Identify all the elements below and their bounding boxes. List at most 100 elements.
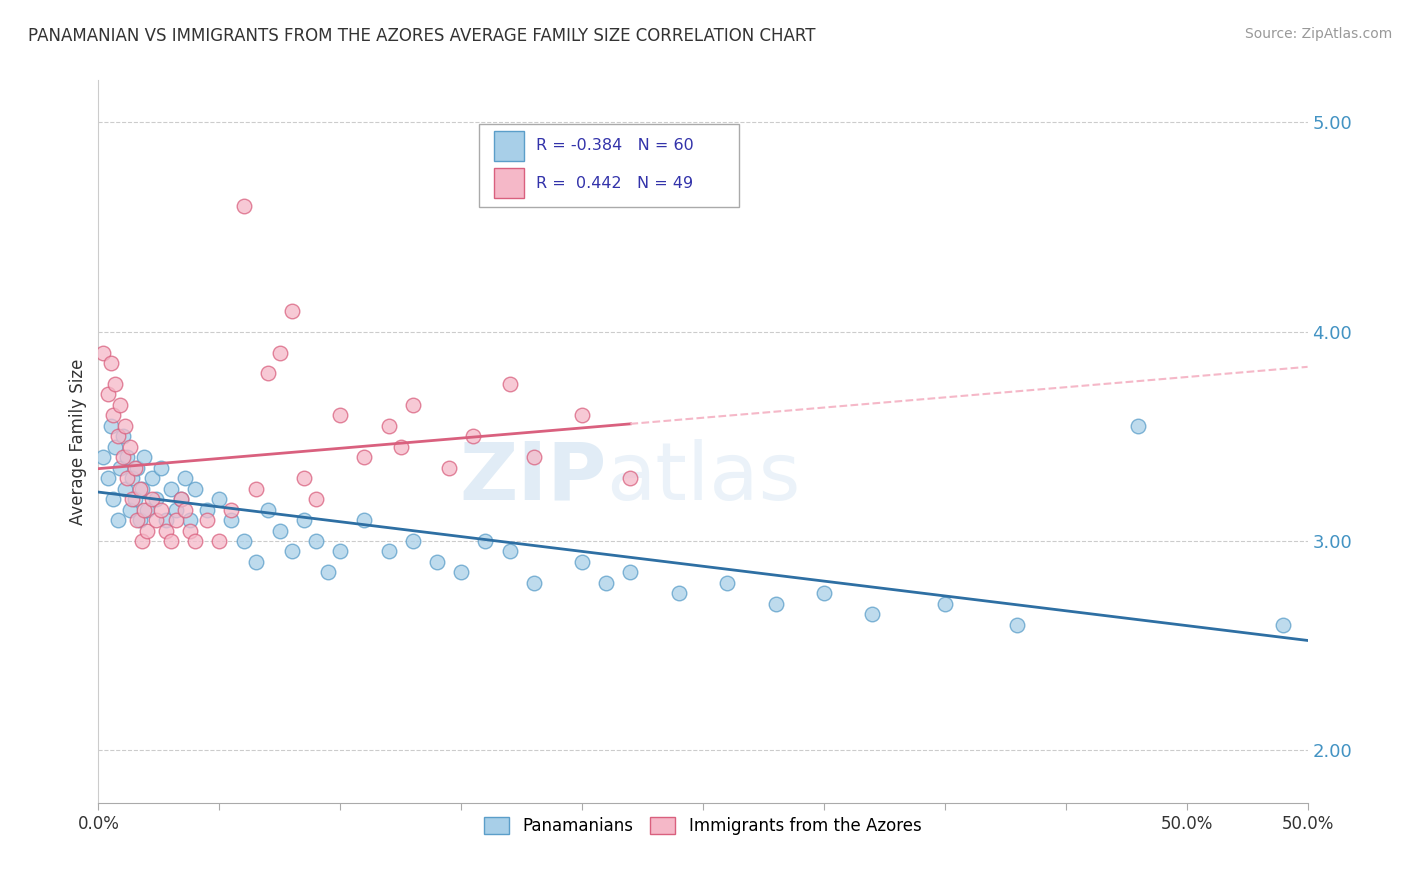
Point — [765, 597, 787, 611]
Point — [91, 450, 114, 465]
Point — [127, 513, 149, 527]
Text: PANAMANIAN VS IMMIGRANTS FROM THE AZORES AVERAGE FAMILY SIZE CORRELATION CHART: PANAMANIAN VS IMMIGRANTS FROM THE AZORES… — [28, 27, 815, 45]
Point — [118, 502, 141, 516]
Point — [269, 524, 291, 538]
Point — [179, 524, 201, 538]
Point — [91, 345, 114, 359]
Point — [150, 502, 173, 516]
Point — [108, 460, 131, 475]
Point — [104, 440, 127, 454]
Point — [1272, 617, 1295, 632]
Point — [145, 492, 167, 507]
Point — [107, 429, 129, 443]
Point — [131, 534, 153, 549]
Point — [160, 482, 183, 496]
Point — [1007, 617, 1029, 632]
Point — [305, 492, 328, 507]
Point — [97, 387, 120, 401]
Text: R =  0.442   N = 49: R = 0.442 N = 49 — [536, 176, 693, 191]
Point — [245, 482, 267, 496]
Point — [498, 544, 520, 558]
Point — [124, 492, 146, 507]
Point — [117, 450, 139, 465]
Point — [145, 513, 167, 527]
Point — [111, 429, 134, 443]
Point — [101, 409, 124, 423]
Point — [127, 460, 149, 475]
Point — [245, 555, 267, 569]
Point — [256, 502, 278, 516]
Y-axis label: Average Family Size: Average Family Size — [69, 359, 87, 524]
Point — [221, 513, 243, 527]
Point — [474, 534, 496, 549]
Point — [619, 471, 641, 485]
Text: Source: ZipAtlas.com: Source: ZipAtlas.com — [1244, 27, 1392, 41]
Point — [595, 575, 617, 590]
Point — [155, 524, 177, 538]
Point — [111, 450, 134, 465]
Point — [104, 376, 127, 391]
Point — [934, 597, 956, 611]
Point — [184, 482, 207, 496]
Point — [402, 534, 425, 549]
Point — [269, 345, 291, 359]
Point — [121, 492, 143, 507]
Point — [135, 502, 157, 516]
Point — [169, 492, 191, 507]
Point — [232, 534, 254, 549]
Point — [195, 513, 218, 527]
Point — [169, 492, 191, 507]
Point — [402, 398, 425, 412]
Point — [165, 513, 187, 527]
Point — [329, 409, 352, 423]
Point — [450, 566, 472, 580]
Point — [135, 524, 157, 538]
Legend: Panamanians, Immigrants from the Azores: Panamanians, Immigrants from the Azores — [478, 810, 928, 841]
Point — [860, 607, 883, 622]
Point — [523, 450, 546, 465]
Point — [117, 471, 139, 485]
Point — [329, 544, 352, 558]
Point — [128, 482, 150, 496]
Point — [232, 199, 254, 213]
Point — [108, 398, 131, 412]
Point — [292, 513, 315, 527]
Text: ZIP: ZIP — [458, 439, 606, 516]
Bar — [494, 168, 524, 198]
Text: atlas: atlas — [606, 439, 800, 516]
Point — [316, 566, 339, 580]
Point — [134, 502, 156, 516]
Point — [208, 534, 231, 549]
Point — [150, 460, 173, 475]
Point — [281, 303, 304, 318]
Point — [165, 502, 187, 516]
Point — [389, 440, 412, 454]
Point — [141, 492, 163, 507]
Point — [619, 566, 641, 580]
Point — [813, 586, 835, 600]
Point — [107, 513, 129, 527]
Point — [437, 460, 460, 475]
Point — [281, 544, 304, 558]
Point — [179, 513, 201, 527]
Point — [1128, 418, 1150, 433]
Point — [353, 450, 375, 465]
Point — [256, 367, 278, 381]
Point — [377, 418, 399, 433]
Point — [128, 513, 150, 527]
Point — [426, 555, 449, 569]
Point — [571, 555, 593, 569]
Point — [523, 575, 546, 590]
Point — [100, 418, 122, 433]
Point — [114, 482, 136, 496]
Point — [101, 492, 124, 507]
Point — [184, 534, 207, 549]
Point — [716, 575, 738, 590]
Point — [195, 502, 218, 516]
Point — [118, 440, 141, 454]
Point — [174, 471, 197, 485]
Point — [668, 586, 690, 600]
Point — [155, 513, 177, 527]
Point — [131, 482, 153, 496]
Text: R = -0.384   N = 60: R = -0.384 N = 60 — [536, 138, 695, 153]
